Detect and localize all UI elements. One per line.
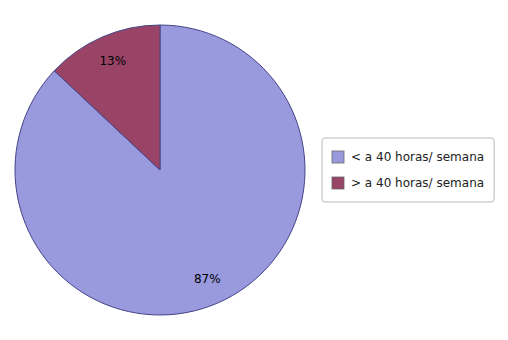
legend-label: > a 40 horas/ semana [351, 176, 484, 190]
legend-frame [322, 138, 494, 202]
data-label: 87% [194, 272, 221, 286]
pie-slice [54, 25, 160, 170]
pie [15, 25, 305, 315]
legend-swatch [332, 177, 344, 189]
legend: < a 40 horas/ semana > a 40 horas/ semana [322, 138, 494, 202]
legend-label: < a 40 horas/ semana [351, 150, 484, 164]
legend-swatch [332, 151, 344, 163]
data-label: 13% [99, 54, 126, 68]
chart: 87% 13% < a 40 horas/ semana > a 40 horas/ … [0, 0, 508, 340]
pie-slice [15, 25, 305, 315]
data-labels: 87% 13% [99, 54, 220, 286]
background [0, 0, 508, 340]
